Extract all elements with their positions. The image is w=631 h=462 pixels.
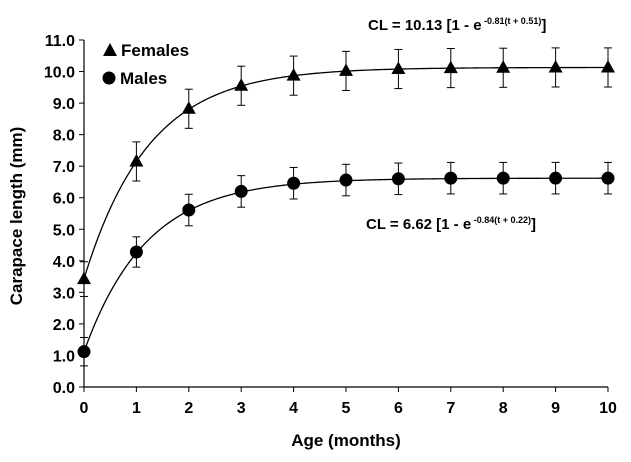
y-axis-ticks: 0.0 1.0 2.0 3.0 4.0 5.0 6.0 7.0 8.0 9.0 10.0 11.0 xyxy=(44,33,84,397)
males-point xyxy=(234,184,248,198)
males-point xyxy=(129,245,143,259)
y-tick-label: 2.0 xyxy=(53,317,75,334)
females-point xyxy=(181,101,196,114)
females-point xyxy=(601,59,615,73)
axes xyxy=(83,40,608,388)
males-fit-curve xyxy=(83,177,608,352)
x-tick-label: 8 xyxy=(499,400,508,417)
females-point xyxy=(286,68,301,81)
y-tick-label: 3.0 xyxy=(53,285,75,302)
y-tick-label: 4.0 xyxy=(53,254,75,271)
males-series xyxy=(77,161,615,367)
females-equation: CL = 10.13 [1 - e -0.81(t + 0.51)] xyxy=(368,16,546,34)
males-point xyxy=(182,203,196,217)
x-tick-label: 6 xyxy=(394,400,403,417)
legend-males-label: Males xyxy=(120,69,167,88)
legend-females-label: Females xyxy=(121,41,189,60)
males-point xyxy=(391,172,405,186)
males-equation: CL = 6.62 [1 - e -0.84(t + 0.22)] xyxy=(366,215,536,233)
x-tick-label: 5 xyxy=(342,400,351,417)
x-tick-label: 1 xyxy=(132,400,141,417)
legend-females-marker xyxy=(103,43,117,56)
females-point xyxy=(391,61,406,75)
x-tick-label: 0 xyxy=(80,400,89,417)
males-point xyxy=(287,176,301,190)
males-point xyxy=(549,171,563,185)
y-tick-label: 7.0 xyxy=(53,159,75,176)
females-point xyxy=(339,63,353,76)
x-axis-title: Age (months) xyxy=(291,431,401,450)
females-point xyxy=(496,60,511,73)
y-tick-label: 10.0 xyxy=(44,65,75,82)
y-tick-label: 1.0 xyxy=(53,348,75,365)
females-point xyxy=(234,78,249,91)
x-tick-label: 2 xyxy=(184,400,193,417)
males-point xyxy=(496,171,510,185)
series-layer xyxy=(77,47,615,367)
males-point xyxy=(339,173,353,187)
females-point xyxy=(77,271,91,285)
y-tick-label: 0.0 xyxy=(53,380,75,397)
females-series xyxy=(77,47,615,297)
males-point xyxy=(77,345,91,359)
y-tick-label: 8.0 xyxy=(53,128,75,145)
y-tick-label: 6.0 xyxy=(53,191,75,208)
females-point xyxy=(129,153,144,167)
x-tick-label: 9 xyxy=(551,400,560,417)
y-tick-label: 5.0 xyxy=(53,222,75,239)
y-axis-title: Carapace length (mm) xyxy=(7,127,26,306)
x-tick-label: 4 xyxy=(289,400,298,417)
x-tick-label: 10 xyxy=(599,400,617,417)
x-tick-label: 7 xyxy=(446,400,455,417)
legend: Females Males xyxy=(102,41,189,88)
y-tick-label: 9.0 xyxy=(53,96,75,113)
legend-males-marker xyxy=(102,71,116,85)
males-point xyxy=(444,171,458,185)
x-tick-label: 3 xyxy=(237,400,246,417)
females-point xyxy=(548,59,563,73)
males-point xyxy=(601,171,615,185)
x-axis-ticks: 0 1 2 3 4 5 6 7 8 9 10 xyxy=(80,387,617,417)
y-tick-label: 11.0 xyxy=(45,33,75,50)
females-point xyxy=(443,60,458,74)
